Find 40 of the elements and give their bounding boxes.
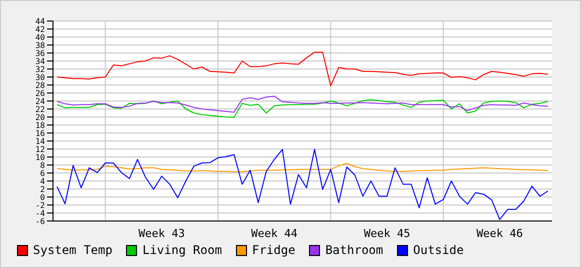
legend-label: Outside — [413, 243, 464, 257]
y-tick-label: 0 — [40, 192, 46, 202]
y-tick-label: 34 — [35, 56, 46, 66]
y-tick-label: 44 — [35, 16, 46, 26]
y-tick-label: -2 — [35, 200, 46, 210]
line-series — [56, 99, 548, 118]
y-tick-label: 30 — [35, 72, 46, 82]
x-tick-label: Week 44 — [251, 226, 298, 240]
x-tick-label: Week 46 — [476, 226, 523, 240]
y-tick-label: 12 — [35, 144, 46, 154]
y-tick-label: 14 — [35, 136, 46, 146]
line-series — [56, 96, 548, 113]
y-tick-label: 2 — [40, 184, 46, 194]
y-tick-label: 36 — [35, 48, 46, 58]
y-tick-label: 24 — [35, 96, 46, 106]
y-tick-label: 26 — [35, 88, 46, 98]
y-tick-label: 32 — [35, 64, 46, 74]
line-series — [56, 52, 548, 86]
legend-label: Fridge — [252, 243, 296, 257]
y-tick-label: 8 — [40, 160, 46, 170]
y-tick-label: 42 — [35, 24, 46, 34]
y-tick-label: 4 — [40, 176, 46, 186]
y-tick-label: 38 — [35, 40, 46, 50]
y-tick-label: 16 — [35, 128, 46, 138]
y-tick-label: 28 — [35, 80, 46, 90]
x-tick-label: Week 43 — [138, 226, 185, 240]
x-tick-label: Week 45 — [364, 226, 410, 240]
y-tick-label: -4 — [35, 208, 46, 218]
y-tick-label: 6 — [40, 168, 46, 178]
y-tick-label: 20 — [35, 112, 46, 122]
legend-label: System Temp — [33, 243, 112, 257]
y-tick-label: 10 — [35, 152, 46, 162]
y-tick-label: 40 — [35, 32, 46, 42]
y-tick-label: 18 — [35, 120, 46, 130]
line-series — [56, 162, 548, 172]
line-series — [56, 148, 548, 220]
legend-label: Living Room — [142, 243, 222, 257]
legend-label: Bathroom — [325, 243, 384, 257]
y-tick-label: 22 — [35, 104, 46, 114]
y-tick-label: -6 — [35, 216, 46, 226]
